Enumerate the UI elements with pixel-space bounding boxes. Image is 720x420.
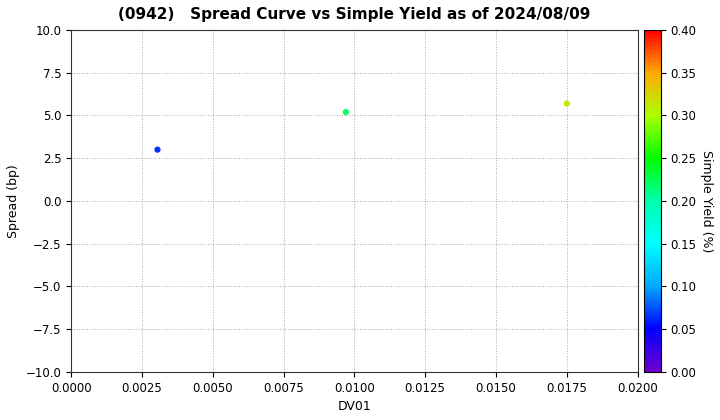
X-axis label: DV01: DV01 xyxy=(338,400,372,413)
Point xyxy=(152,146,163,153)
Y-axis label: Simple Yield (%): Simple Yield (%) xyxy=(700,150,713,252)
Point xyxy=(340,109,351,116)
Y-axis label: Spread (bp): Spread (bp) xyxy=(7,164,20,238)
Point xyxy=(561,100,572,107)
Title: (0942)   Spread Curve vs Simple Yield as of 2024/08/09: (0942) Spread Curve vs Simple Yield as o… xyxy=(118,7,590,22)
